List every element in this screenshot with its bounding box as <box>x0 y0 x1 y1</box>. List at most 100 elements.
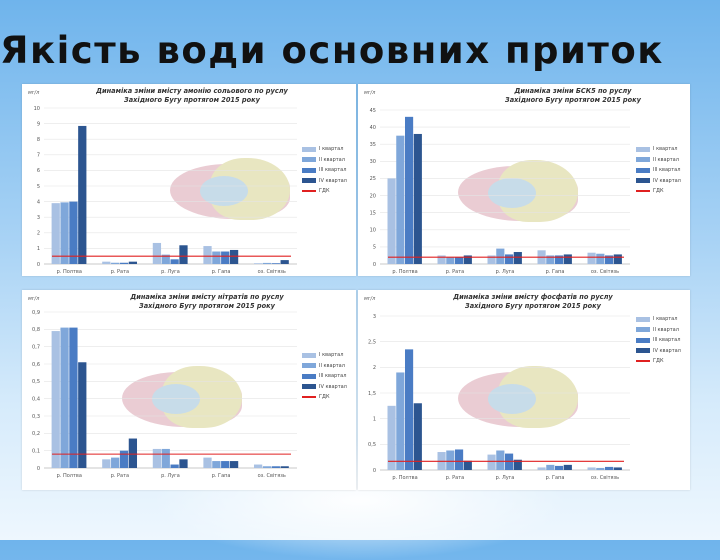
x-tick-label: р. Рата <box>111 269 129 275</box>
bar-1 <box>587 252 596 264</box>
x-tick-label: оз. Світязь <box>591 269 619 275</box>
y-tick-label: 8 <box>37 137 40 143</box>
legend-swatch <box>636 157 650 163</box>
bar-4 <box>179 245 188 264</box>
bar-4 <box>413 403 422 470</box>
legend-swatch <box>302 352 316 358</box>
legend-item-q3: III квартал <box>302 371 347 382</box>
bar-1 <box>152 242 162 264</box>
y-tick-label: 0 <box>37 262 40 268</box>
bar-3 <box>119 450 129 468</box>
bar-4 <box>179 459 188 468</box>
legend-label: ГДК <box>319 394 330 401</box>
bar-4 <box>513 252 522 264</box>
legend-item-q4: IV квартал <box>302 382 347 393</box>
chart-title-line-1: Динаміка зміни вмісту нітратів по руслу <box>130 293 284 301</box>
bar-3 <box>170 259 179 264</box>
bar-3 <box>605 466 614 470</box>
legend-label: III квартал <box>319 373 347 380</box>
legend-label: II квартал <box>319 156 345 163</box>
y-tick-label: 40 <box>370 125 376 131</box>
y-tick-label: 0,2 <box>32 431 40 437</box>
y-axis-unit: мг/л <box>364 90 376 96</box>
legend-item-q4: IV квартал <box>636 176 681 187</box>
bar-2 <box>596 467 605 470</box>
bar-2 <box>161 254 170 264</box>
y-axis-unit: мг/л <box>364 296 376 302</box>
x-tick-label: р. Луга <box>496 269 515 275</box>
legend-label: IV квартал <box>653 177 681 184</box>
bar-4 <box>613 254 622 264</box>
bar-3 <box>605 255 614 264</box>
bar-1 <box>437 255 446 264</box>
bar-1 <box>102 261 111 264</box>
bar-2 <box>262 262 272 264</box>
bar-1 <box>537 467 546 470</box>
y-tick-label: 1 <box>37 246 40 252</box>
bar-3 <box>221 251 230 264</box>
legend-label: IV квартал <box>319 177 347 184</box>
chart-title: Динаміка зміни вмісту фосфатів по руслу … <box>418 293 648 310</box>
bar-3 <box>505 254 514 264</box>
bar-2 <box>546 464 555 470</box>
chart-panel-bsk: 0 5 10 15 20 25 30 35 40 45 р. Полтва р. Рата р. Луг… <box>358 84 690 276</box>
bar-2 <box>446 450 455 470</box>
y-tick-label: 2,5 <box>368 339 376 345</box>
bar-4 <box>128 438 138 468</box>
chart-legend: I квартал II квартал III квартал IV квар… <box>636 314 681 367</box>
bar-4 <box>463 460 472 470</box>
legend-swatch <box>636 167 650 173</box>
bar-3 <box>271 466 280 468</box>
bar-1 <box>203 457 212 468</box>
bar-4 <box>413 133 422 264</box>
legend-swatch <box>302 167 316 173</box>
bar-1 <box>102 459 111 468</box>
legend-item-q3: III квартал <box>636 165 681 176</box>
y-tick-label: 7 <box>37 153 40 159</box>
legend-swatch <box>636 190 650 193</box>
bar-4 <box>280 260 289 264</box>
bar-1 <box>487 454 496 470</box>
legend-item-gdk: ГДК <box>302 186 347 197</box>
y-tick-label: 3 <box>37 215 40 221</box>
bar-1 <box>51 331 60 468</box>
bar-1 <box>51 203 60 264</box>
y-tick-label: 0,6 <box>32 362 40 368</box>
legend-label: ГДК <box>319 188 330 195</box>
y-tick-label: 10 <box>370 228 376 234</box>
chart-title-line-1: Динаміка зміни вмісту фосфатів по руслу <box>453 293 613 301</box>
legend-label: II квартал <box>319 362 345 369</box>
x-tick-label: оз. Світязь <box>591 475 619 481</box>
bar-3 <box>119 262 129 264</box>
y-tick-label: 0,9 <box>32 310 40 316</box>
bar-3 <box>405 349 414 470</box>
y-tick-label: 0,1 <box>32 448 40 454</box>
legend-label: IV квартал <box>319 383 347 390</box>
bar-3 <box>555 255 564 264</box>
bar-3 <box>455 449 464 470</box>
legend-swatch <box>636 316 650 322</box>
legend-swatch <box>636 327 650 333</box>
legend-item-q2: II квартал <box>636 155 681 166</box>
y-tick-label: 2 <box>37 231 40 237</box>
chart-svg: 0 0,5 1 1,5 2 2,5 3 р. Полтва р. Рата р. Луга р. Г… <box>368 314 630 481</box>
legend-label: ГДК <box>653 358 664 365</box>
y-tick-label: 4 <box>37 199 40 205</box>
y-tick-label: 25 <box>370 176 376 182</box>
y-tick-label: 45 <box>370 108 376 114</box>
x-tick-label: р. Гапа <box>212 473 231 479</box>
bar-1 <box>587 467 596 470</box>
bar-2 <box>212 461 221 468</box>
y-tick-label: 15 <box>370 210 376 216</box>
legend-label: I квартал <box>653 146 678 153</box>
legend-item-q1: I квартал <box>302 350 347 361</box>
chart-title-line-2: Західного Бугу протягом 2015 року <box>465 301 601 310</box>
chart-title: Динаміка зміни вмісту нітратів по руслу … <box>92 293 322 310</box>
legend-swatch <box>636 360 650 363</box>
chart-title: Динаміка зміни БСК5 по руслу Західного Б… <box>458 87 688 104</box>
legend-label: I квартал <box>319 146 344 153</box>
x-tick-label: р. Полтва <box>57 269 82 275</box>
bar-4 <box>563 254 572 264</box>
chart-title-line-2: Західного Бугу протягом 2015 року <box>124 95 260 104</box>
bar-2 <box>496 450 505 470</box>
